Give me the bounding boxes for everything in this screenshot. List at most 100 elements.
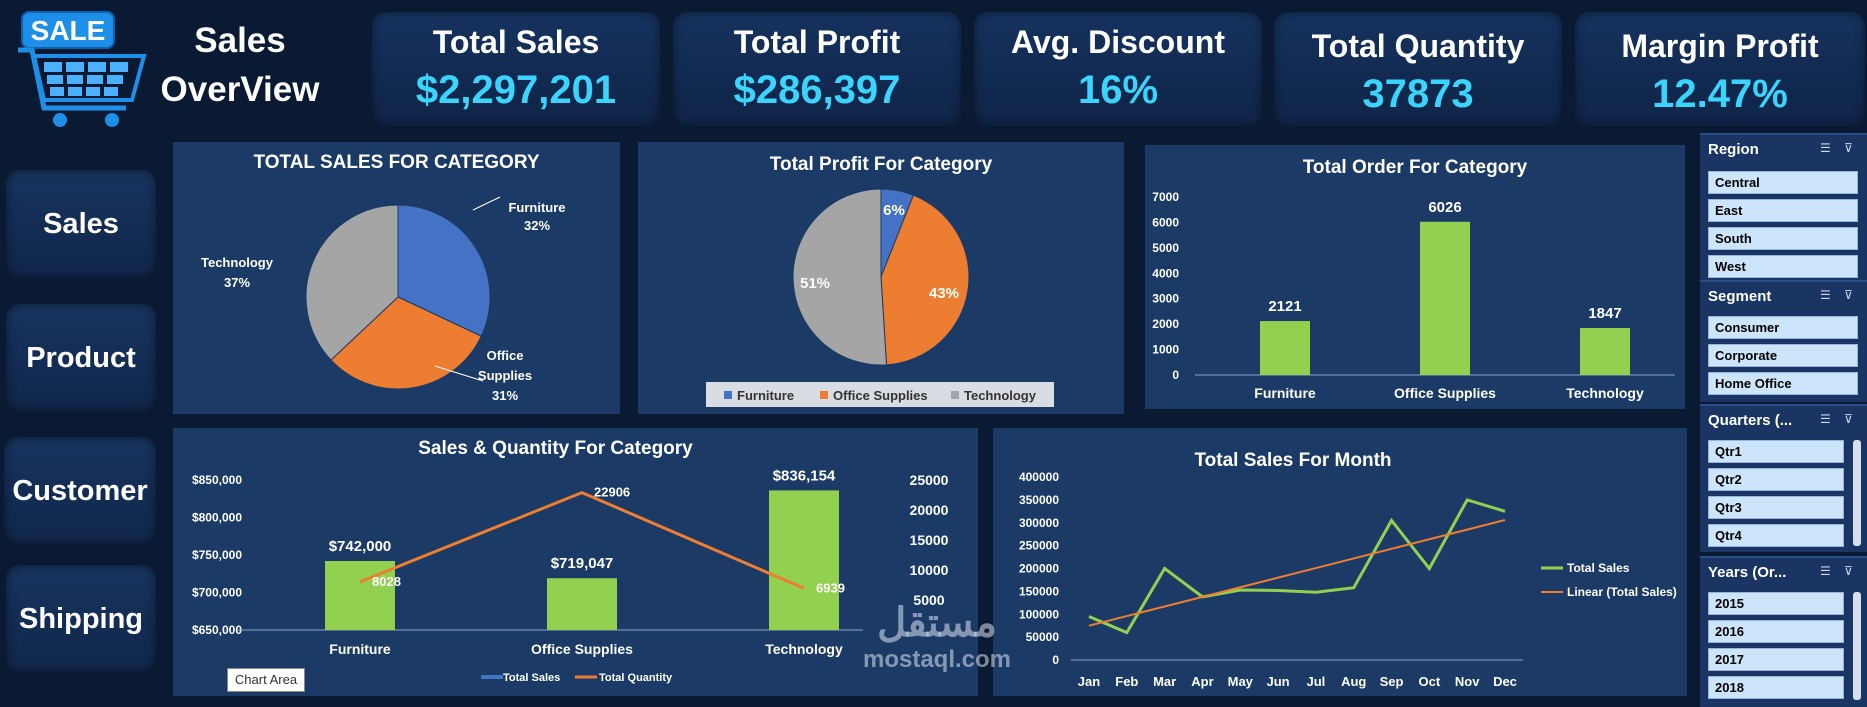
legend-furniture: Furniture — [737, 388, 794, 403]
slicer-item-east[interactable]: East — [1708, 199, 1858, 222]
slicer-item-corporate[interactable]: Corporate — [1708, 344, 1858, 367]
clear-filter-icon[interactable]: ⊽ — [1844, 288, 1853, 302]
chart-title: Total Sales For Month — [1194, 450, 1392, 471]
segment-slicer: Segment ☰ ⊽ Consumer Corporate Home Offi… — [1700, 280, 1867, 402]
pie-slice-office-supplies — [880, 194, 970, 366]
x-tick-label: Jan — [1078, 674, 1100, 689]
quantity-data-label: 22906 — [594, 485, 630, 500]
y-tick-label: $800,000 — [192, 511, 242, 525]
slicer-item-west[interactable]: West — [1708, 255, 1858, 278]
x-tick-label: Oct — [1419, 674, 1441, 689]
clear-filter-icon[interactable]: ⊽ — [1844, 564, 1853, 578]
quantity-line — [359, 490, 805, 590]
x-tick-label: Nov — [1455, 674, 1480, 689]
y-tick-label: 250000 — [1019, 539, 1059, 553]
slicer-item-consumer[interactable]: Consumer — [1708, 316, 1858, 339]
slicer-item-2015[interactable]: 2015 — [1708, 592, 1844, 615]
y-tick-label: 5000 — [1152, 241, 1179, 255]
bar-furniture — [1260, 321, 1310, 375]
years-slicer: Years (Or... ☰ ⊽ 2015 2016 2017 2018 — [1700, 556, 1867, 707]
slicer-item-2018[interactable]: 2018 — [1708, 676, 1844, 699]
sales-pie — [305, 204, 491, 390]
pie-label-office: Office — [487, 348, 524, 363]
y-tick-label: 350000 — [1019, 493, 1059, 507]
chart-title: Total Order For Category — [1302, 157, 1528, 178]
pie-label-furniture-pct: 32% — [524, 218, 550, 233]
pie-label-technology: 51% — [800, 275, 830, 292]
y-tick-label: $700,000 — [192, 586, 242, 600]
y-tick-label: 6000 — [1152, 215, 1179, 229]
multi-select-icon[interactable]: ☰ — [1820, 564, 1831, 578]
clear-filter-icon[interactable]: ⊽ — [1844, 141, 1853, 155]
kpi-total-profit: Total Profit $286,397 — [673, 12, 961, 127]
kpi-label: Margin Profit — [1621, 28, 1819, 64]
multi-select-icon[interactable]: ☰ — [1820, 412, 1831, 426]
years-scrollbar[interactable] — [1853, 592, 1861, 700]
trend-line — [1088, 519, 1506, 627]
kpi-label: Total Sales — [432, 24, 600, 60]
multi-select-icon[interactable]: ☰ — [1820, 288, 1831, 302]
y-tick-label: 200000 — [1019, 562, 1059, 576]
slicer-item-qtr3[interactable]: Qtr3 — [1708, 496, 1844, 519]
slicer-item-central[interactable]: Central — [1708, 171, 1858, 194]
slicer-title: Region — [1708, 141, 1759, 158]
x-tick-label: Aug — [1341, 674, 1366, 689]
y-tick-label: $650,000 — [192, 623, 242, 637]
y-tick-label: 4000 — [1152, 266, 1179, 280]
slicer-item-qtr2[interactable]: Qtr2 — [1708, 468, 1844, 491]
kpi-margin-profit: Margin Profit 12.47% — [1575, 12, 1865, 127]
profit-legend: Furniture Office Supplies Technology — [706, 382, 1054, 407]
leader-line — [472, 196, 501, 211]
y2-tick-label: 25000 — [910, 472, 949, 488]
x-tick-label: Technology — [1566, 385, 1644, 401]
bar-technology — [1580, 328, 1630, 375]
nav-customer-button[interactable]: Customer — [4, 437, 156, 545]
slicer-title: Years (Or... — [1708, 564, 1787, 581]
quarters-scrollbar[interactable] — [1853, 440, 1861, 546]
x-tick-label: Office Supplies — [1394, 385, 1496, 401]
legend-total-sales: Total Sales — [503, 672, 560, 684]
chart-area-tooltip: Chart Area — [227, 668, 305, 692]
x-tick-label: Technology — [765, 641, 843, 657]
slicer-item-home-office[interactable]: Home Office — [1708, 372, 1858, 395]
nav-sales-button[interactable]: Sales — [6, 170, 156, 278]
pie-label-office: 43% — [929, 285, 959, 302]
kpi-value: $2,297,201 — [415, 68, 617, 112]
legend-linear-trend: Linear (Total Sales) — [1567, 585, 1677, 599]
pie-label-office-pct: 31% — [492, 388, 518, 403]
slicer-item-qtr1[interactable]: Qtr1 — [1708, 440, 1844, 463]
y-tick-label: 50000 — [1026, 630, 1060, 644]
nav-product-button[interactable]: Product — [6, 304, 156, 412]
legend-total-sales: Total Sales — [1567, 561, 1630, 575]
y-tick-label: 0 — [1172, 368, 1179, 382]
sales-quantity-category-panel[interactable]: Sales & Quantity For Category $650,000 $7… — [173, 428, 978, 696]
legend-swatch-furniture — [724, 391, 732, 399]
slicer-item-2017[interactable]: 2017 — [1708, 648, 1844, 671]
y2-tick-label: 15000 — [910, 532, 949, 548]
kpi-label: Total Quantity — [1311, 28, 1525, 64]
bar-office-supplies — [1420, 221, 1470, 375]
y-tick-label: $850,000 — [192, 473, 242, 487]
slicer-item-qtr4[interactable]: Qtr4 — [1708, 524, 1844, 547]
pie-slice-furniture — [397, 204, 491, 337]
nav-shipping-button[interactable]: Shipping — [6, 565, 156, 673]
total-order-category-panel[interactable]: Total Order For Category 0 1000 2000 3000 40… — [1145, 145, 1685, 409]
sale-cart-logo: SALE — [14, 8, 156, 132]
total-sales-month-panel[interactable]: Total Sales For Month 0 50000 100000 150000… — [993, 428, 1687, 696]
slicer-item-south[interactable]: South — [1708, 227, 1858, 250]
slicer-item-2016[interactable]: 2016 — [1708, 620, 1844, 643]
kpi-label: Total Profit — [733, 24, 901, 60]
multi-select-icon[interactable]: ☰ — [1820, 141, 1831, 155]
title-line-1: Sales — [194, 21, 286, 60]
total-sales-category-panel[interactable]: TOTAL SALES FOR CATEGORY Furniture 32% O… — [173, 142, 620, 414]
y2-tick-label: 20000 — [910, 502, 949, 518]
quantity-data-label: 6939 — [816, 580, 845, 595]
y-tick-label: 100000 — [1019, 607, 1059, 621]
legend-office-supplies: Office Supplies — [833, 388, 928, 403]
pie-label-technology: Technology — [201, 255, 274, 270]
region-slicer: Region ☰ ⊽ Central East South West — [1700, 133, 1867, 280]
clear-filter-icon[interactable]: ⊽ — [1844, 412, 1853, 426]
y-tick-label: 300000 — [1019, 516, 1059, 530]
total-profit-category-panel[interactable]: Total Profit For Category 6% 43% 51% Fur… — [638, 142, 1124, 414]
x-tick-label: Jul — [1307, 674, 1326, 689]
